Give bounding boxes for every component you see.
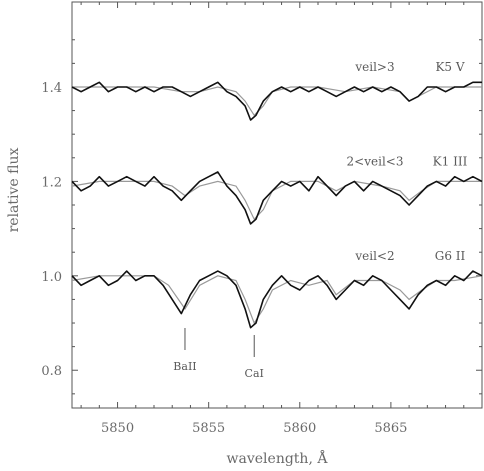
model-spectrum-line: [71, 180, 482, 221]
x-axis-label: wavelength, Å: [227, 449, 329, 467]
observed-spectrum-line: [71, 81, 482, 121]
x-tick-label: 5855: [192, 421, 225, 436]
x-tick-label: 5860: [283, 421, 316, 436]
veil-label: 2<veil<3: [347, 154, 404, 168]
x-tick-label: 5850: [101, 421, 134, 436]
line-id-label: CaI: [245, 367, 264, 380]
y-tick-label: 1.0: [41, 270, 62, 285]
line-id-label: BaII: [173, 360, 196, 373]
y-axis-label: relative flux: [6, 148, 22, 233]
labels-layer: veil>3 K5 V 2<veil<3 K1 III veil<2 G6 II BaII C…: [173, 60, 467, 380]
model-spectrum-line: [71, 275, 483, 325]
y-tick-label: 1.2: [41, 175, 62, 190]
observed-spectrum-line: [71, 270, 483, 329]
y-tick-label: 1.4: [41, 81, 62, 96]
ticks-layer: 5850 5855 5860 5865 0.8 1.0 1.2 1.4: [41, 2, 483, 436]
star-type-label: G6 II: [435, 249, 466, 263]
plot-frame: [71, 1, 483, 409]
star-type-label: K1 III: [433, 154, 468, 168]
y-tick-label: 0.8: [41, 364, 62, 379]
veil-label: veil>3: [354, 60, 394, 74]
star-type-label: K5 V: [435, 60, 464, 74]
veil-label: veil<2: [354, 249, 394, 263]
lines-layer: [71, 81, 483, 329]
x-tick-label: 5865: [374, 421, 407, 436]
observed-spectrum-line: [71, 171, 483, 225]
